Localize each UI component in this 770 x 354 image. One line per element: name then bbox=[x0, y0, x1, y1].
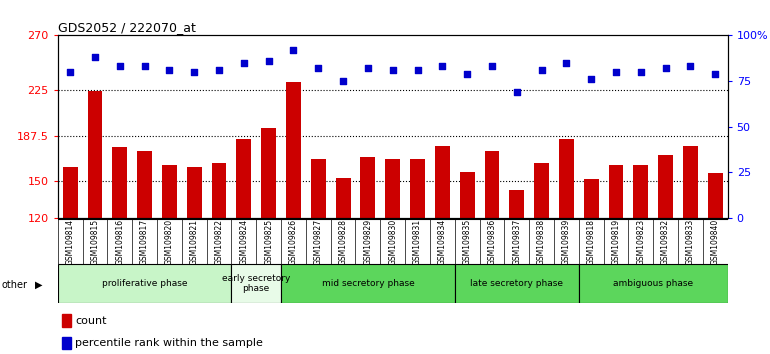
Bar bbox=[311, 159, 326, 218]
Bar bbox=[484, 151, 500, 218]
Bar bbox=[88, 91, 102, 218]
Point bbox=[312, 65, 324, 71]
Text: ambiguous phase: ambiguous phase bbox=[613, 279, 693, 288]
Text: GSM109835: GSM109835 bbox=[463, 218, 472, 265]
Text: GSM109818: GSM109818 bbox=[587, 219, 596, 264]
Text: GSM109823: GSM109823 bbox=[636, 218, 645, 265]
Bar bbox=[385, 159, 400, 218]
Point bbox=[362, 65, 374, 71]
Text: early secretory
phase: early secretory phase bbox=[222, 274, 290, 293]
Text: GSM109828: GSM109828 bbox=[339, 219, 347, 264]
Bar bbox=[286, 81, 301, 218]
Point bbox=[387, 67, 399, 73]
Text: GSM109840: GSM109840 bbox=[711, 218, 720, 265]
Bar bbox=[658, 154, 673, 218]
Bar bbox=[559, 139, 574, 218]
Text: GSM109831: GSM109831 bbox=[413, 218, 422, 265]
Bar bbox=[261, 128, 276, 218]
Text: GSM109814: GSM109814 bbox=[65, 218, 75, 265]
Point bbox=[163, 67, 176, 73]
Text: GSM109827: GSM109827 bbox=[313, 218, 323, 265]
Bar bbox=[336, 178, 350, 218]
Point bbox=[511, 89, 523, 95]
Point bbox=[337, 78, 350, 84]
Point bbox=[610, 69, 622, 75]
Bar bbox=[360, 157, 375, 218]
Point bbox=[64, 69, 76, 75]
Point bbox=[263, 58, 275, 64]
Text: GSM109834: GSM109834 bbox=[438, 218, 447, 265]
Point bbox=[585, 76, 598, 82]
Text: GSM109836: GSM109836 bbox=[487, 218, 497, 265]
Point bbox=[436, 64, 448, 69]
Text: GSM109829: GSM109829 bbox=[363, 218, 373, 265]
Text: late secretory phase: late secretory phase bbox=[470, 279, 564, 288]
Point bbox=[709, 71, 721, 76]
Text: mid secretory phase: mid secretory phase bbox=[322, 279, 414, 288]
Point bbox=[287, 47, 300, 53]
Bar bbox=[608, 165, 624, 218]
Text: GSM109824: GSM109824 bbox=[239, 218, 249, 265]
Text: GSM109833: GSM109833 bbox=[686, 218, 695, 265]
Text: GSM109832: GSM109832 bbox=[661, 218, 670, 265]
Text: GSM109816: GSM109816 bbox=[116, 218, 124, 265]
Bar bbox=[683, 146, 698, 218]
Point bbox=[461, 71, 474, 76]
Point bbox=[188, 69, 200, 75]
Point bbox=[213, 67, 225, 73]
Bar bbox=[212, 163, 226, 218]
Point bbox=[561, 60, 573, 65]
Bar bbox=[509, 190, 524, 218]
Text: GSM109825: GSM109825 bbox=[264, 218, 273, 265]
Bar bbox=[579, 264, 728, 303]
Text: GSM109838: GSM109838 bbox=[537, 218, 546, 265]
Bar bbox=[162, 165, 177, 218]
Text: GSM109826: GSM109826 bbox=[289, 218, 298, 265]
Bar bbox=[584, 179, 598, 218]
Bar bbox=[236, 139, 251, 218]
Text: proliferative phase: proliferative phase bbox=[102, 279, 187, 288]
Bar bbox=[62, 167, 78, 218]
Bar bbox=[455, 264, 579, 303]
Bar bbox=[137, 151, 152, 218]
Bar bbox=[460, 172, 474, 218]
Text: count: count bbox=[75, 316, 107, 326]
Text: GDS2052 / 222070_at: GDS2052 / 222070_at bbox=[58, 21, 196, 34]
Text: GSM109817: GSM109817 bbox=[140, 218, 149, 265]
Text: GSM109820: GSM109820 bbox=[165, 218, 174, 265]
Text: percentile rank within the sample: percentile rank within the sample bbox=[75, 338, 263, 348]
Text: GSM109815: GSM109815 bbox=[90, 218, 99, 265]
Bar bbox=[634, 165, 648, 218]
Bar bbox=[112, 147, 127, 218]
Text: GSM109837: GSM109837 bbox=[512, 218, 521, 265]
Point bbox=[114, 64, 126, 69]
Bar bbox=[281, 264, 455, 303]
Point bbox=[411, 67, 424, 73]
Point bbox=[486, 64, 498, 69]
Bar bbox=[534, 163, 549, 218]
Point bbox=[685, 64, 697, 69]
Bar bbox=[410, 159, 425, 218]
Bar bbox=[58, 264, 232, 303]
Text: ▶: ▶ bbox=[35, 280, 42, 290]
Bar bbox=[435, 146, 450, 218]
Bar bbox=[187, 167, 202, 218]
Text: other: other bbox=[2, 280, 28, 290]
Text: GSM109822: GSM109822 bbox=[215, 219, 223, 264]
Point bbox=[535, 67, 547, 73]
Point bbox=[139, 64, 151, 69]
Text: GSM109830: GSM109830 bbox=[388, 218, 397, 265]
Point bbox=[238, 60, 250, 65]
Bar bbox=[62, 314, 71, 327]
Text: GSM109839: GSM109839 bbox=[562, 218, 571, 265]
Point bbox=[659, 65, 671, 71]
Text: GSM109821: GSM109821 bbox=[189, 219, 199, 264]
Bar bbox=[62, 337, 71, 349]
Point bbox=[89, 55, 101, 60]
Text: GSM109819: GSM109819 bbox=[611, 218, 621, 265]
Bar bbox=[708, 173, 723, 218]
Point bbox=[634, 69, 647, 75]
Bar bbox=[232, 264, 281, 303]
